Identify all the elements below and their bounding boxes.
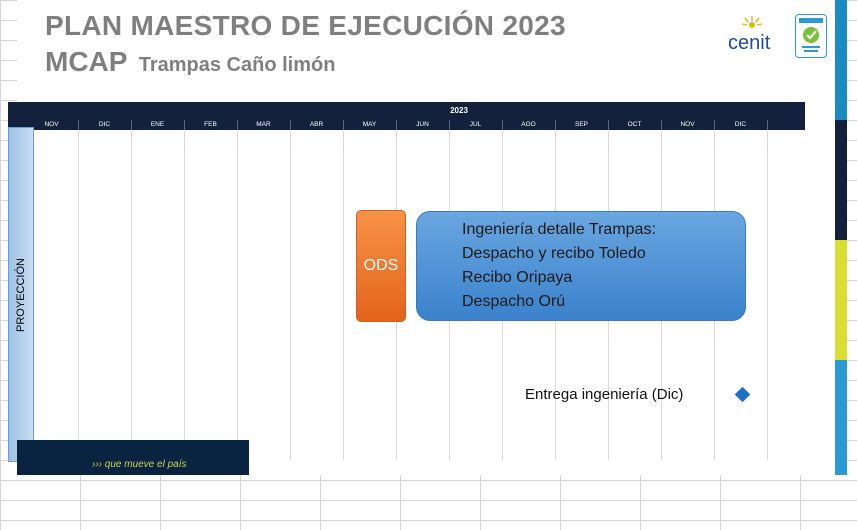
month-column-line — [78, 130, 79, 460]
footer-tagline: ››› que mueve el país — [92, 459, 187, 470]
month-header: DIC — [78, 120, 132, 130]
month-header: JUL — [449, 120, 503, 130]
milestone-label: Entrega ingeniería (Dic) — [525, 386, 684, 403]
month-column-line — [343, 130, 344, 460]
certification-badge-icon — [795, 14, 827, 58]
month-header: MAR — [237, 120, 291, 130]
proyeccion-label: PROYECCIÓN — [15, 257, 27, 332]
engineering-line: Despacho y recibo Toledo — [462, 245, 646, 262]
right-bar-segment — [835, 120, 847, 240]
right-bar-segment — [835, 0, 847, 120]
cenit-logo-text: cenit — [728, 32, 771, 54]
right-bar-segment — [835, 240, 847, 360]
cenit-sun-icon — [741, 16, 763, 28]
month-header: JUN — [396, 120, 450, 130]
timeline-month-row — [8, 120, 805, 130]
timeline-header-left — [8, 102, 113, 120]
month-header: NOV — [25, 120, 79, 130]
month-header: SEP — [555, 120, 609, 130]
subtitle-detail: Trampas Caño limón — [138, 54, 336, 76]
page-title: PLAN MAESTRO DE EJECUCIÓN 2023 — [45, 10, 566, 41]
month-header: FEB — [184, 120, 238, 130]
month-header: NOV — [661, 120, 715, 130]
engineering-line: Recibo Oripaya — [462, 269, 573, 286]
month-column-line — [767, 130, 768, 460]
month-column-line — [290, 130, 291, 460]
subtitle-main: MCAP — [45, 46, 127, 77]
footer-band — [17, 440, 249, 475]
engineering-task-block: Ingeniería detalle Trampas: Despacho y r… — [416, 211, 746, 321]
month-header: OCT — [608, 120, 662, 130]
right-bar-segment — [835, 360, 847, 475]
month-column-line — [184, 130, 185, 460]
month-header: DIC — [714, 120, 768, 130]
right-accent-bar — [835, 0, 847, 475]
month-header: ABR — [290, 120, 344, 130]
month-column-line — [131, 130, 132, 460]
engineering-line: Ingeniería detalle Trampas: — [462, 221, 656, 238]
timeline-year-header: 2023 — [113, 102, 805, 120]
month-column-line — [237, 130, 238, 460]
ods-task-block: ODS — [356, 210, 406, 322]
page-subtitle: MCAP Trampas Caño limón — [45, 46, 335, 78]
month-header: AGO — [502, 120, 556, 130]
proyeccion-phase-bar: PROYECCIÓN — [8, 127, 34, 462]
engineering-line: Despacho Orú — [462, 293, 566, 310]
month-header: ENE — [131, 120, 185, 130]
month-header: MAY — [343, 120, 397, 130]
